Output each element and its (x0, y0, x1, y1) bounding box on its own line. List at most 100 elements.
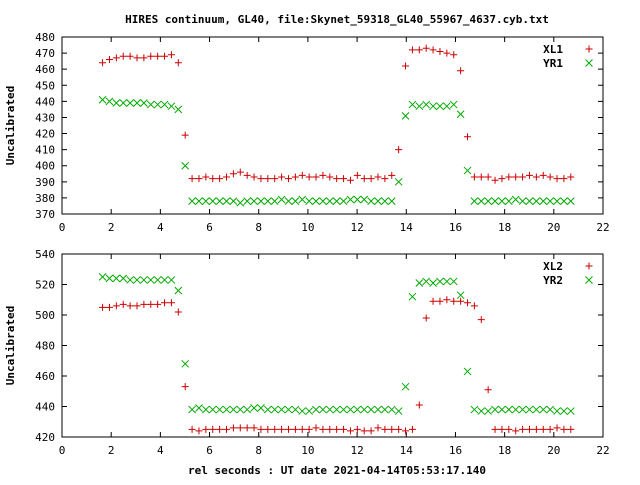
data-point-xl1 (402, 62, 410, 70)
data-point-yr1 (518, 197, 527, 205)
data-point-xl2 (546, 425, 554, 433)
data-point-yr2 (167, 276, 176, 284)
x-tick-label: 12 (350, 221, 363, 234)
plot-frame (61, 253, 604, 438)
data-point-xl2 (326, 425, 334, 433)
data-point-xl1 (464, 133, 472, 141)
legend-marker (585, 45, 593, 53)
data-point-yr1 (456, 110, 465, 119)
data-point-yr2 (381, 405, 389, 414)
x-tick-label: 12 (350, 444, 363, 457)
data-point-yr1 (188, 197, 196, 205)
data-point-yr2 (312, 405, 320, 414)
data-point-yr2 (105, 274, 114, 283)
x-tick-label: 18 (498, 221, 511, 234)
data-point-yr1 (415, 102, 424, 111)
data-point-xl2 (532, 425, 540, 433)
data-point-xl2 (395, 425, 403, 433)
data-point-yr1 (560, 197, 568, 205)
data-point-yr1 (284, 197, 293, 205)
data-point-yr1 (470, 197, 479, 205)
data-point-xl2 (498, 425, 506, 433)
data-point-yr1 (312, 197, 320, 205)
data-point-xl2 (223, 425, 231, 433)
data-point-yr2 (146, 276, 155, 284)
data-point-xl2 (278, 425, 286, 433)
data-point-xl2 (402, 427, 410, 435)
data-point-xl1 (223, 173, 231, 181)
data-point-xl2 (298, 425, 306, 433)
y-tick-label: 460 (35, 370, 55, 383)
data-point-yr1 (504, 197, 513, 205)
y-tick-label: 450 (35, 79, 55, 92)
data-point-yr1 (498, 197, 506, 205)
data-point-yr1 (381, 197, 389, 205)
data-point-yr2 (229, 405, 238, 414)
data-point-xl1 (291, 173, 299, 181)
data-point-yr2 (553, 407, 561, 415)
data-point-xl2 (408, 425, 416, 433)
data-point-xl2 (484, 386, 492, 394)
data-point-yr2 (119, 274, 128, 283)
data-point-yr1 (353, 195, 362, 204)
x-axis-label: rel seconds : UT date 2021-04-14T05:53:1… (188, 464, 486, 477)
data-point-xl2 (491, 425, 499, 433)
data-point-xl2 (539, 425, 547, 433)
data-point-xl1 (271, 175, 279, 183)
data-point-yr1 (215, 197, 224, 205)
data-point-yr1 (263, 197, 272, 205)
data-point-yr1 (153, 100, 162, 109)
legend-label: XL1 (543, 43, 563, 56)
data-point-yr2 (339, 405, 348, 414)
y-tick-label: 480 (35, 340, 55, 353)
data-point-xl2 (367, 427, 375, 435)
x-tick-label: 10 (301, 221, 314, 234)
data-point-yr2 (160, 276, 169, 284)
data-point-xl1 (181, 131, 189, 139)
x-tick-label: 0 (59, 221, 66, 234)
data-point-xl1 (236, 168, 244, 176)
data-point-yr2 (195, 404, 203, 412)
data-point-xl1 (457, 67, 465, 75)
y-tick-label: 430 (35, 111, 55, 124)
data-point-yr1 (277, 195, 286, 204)
data-point-yr2 (188, 405, 196, 414)
data-point-xl1 (312, 173, 320, 181)
y-axis-label: Uncalibrated (4, 306, 17, 385)
data-point-xl1 (374, 173, 382, 181)
data-point-yr1 (222, 197, 231, 205)
data-point-xl2 (257, 425, 265, 433)
data-point-yr1 (374, 197, 382, 205)
data-point-yr1 (367, 197, 375, 205)
data-point-yr2 (491, 405, 499, 414)
legend-marker (585, 276, 593, 284)
x-tick-label: 0 (59, 444, 66, 457)
data-point-yr2 (263, 405, 272, 414)
y-tick-label: 380 (35, 192, 55, 205)
data-point-xl1 (161, 52, 169, 60)
data-point-yr2 (133, 276, 141, 284)
data-point-xl1 (147, 52, 155, 60)
data-point-yr1 (298, 195, 307, 204)
data-point-xl2 (140, 300, 148, 308)
data-point-xl2 (360, 427, 368, 435)
data-point-xl2 (119, 300, 127, 308)
data-point-yr2 (374, 405, 382, 414)
data-point-yr2 (539, 405, 548, 414)
data-point-xl2 (181, 383, 189, 391)
data-point-xl1 (491, 176, 499, 184)
data-point-yr1 (250, 197, 258, 205)
data-point-xl2 (229, 424, 237, 432)
x-tick-label: 14 (400, 221, 414, 234)
x-tick-label: 4 (157, 221, 164, 234)
data-point-yr2 (153, 276, 162, 284)
y-tick-label: 440 (35, 95, 55, 108)
data-point-xl1 (340, 175, 348, 183)
data-point-xl2 (174, 308, 182, 316)
data-point-yr2 (477, 407, 486, 415)
data-point-xl1 (367, 175, 375, 183)
data-point-xl1 (360, 175, 368, 183)
data-point-yr2 (436, 277, 444, 286)
data-point-yr1 (305, 197, 313, 205)
data-point-xl2 (105, 303, 113, 311)
